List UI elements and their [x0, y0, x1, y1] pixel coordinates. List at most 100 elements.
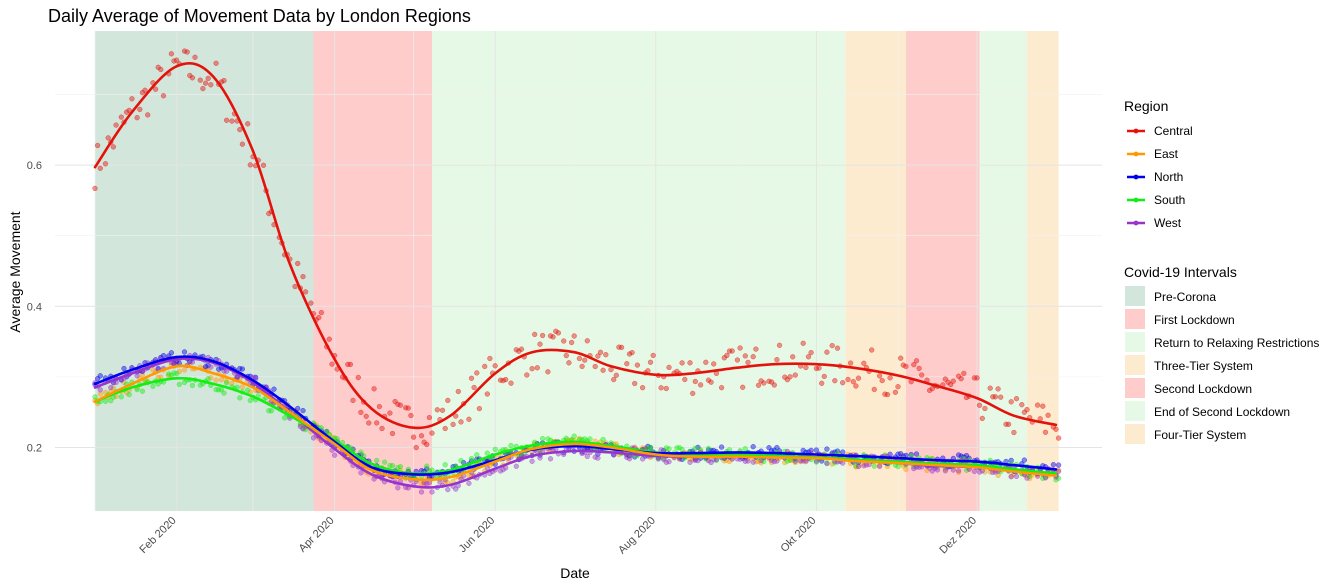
data-point-north: [168, 350, 175, 356]
data-point-central: [110, 144, 117, 150]
data-point-central: [926, 387, 933, 394]
data-point-south: [381, 459, 388, 465]
data-point-north: [955, 452, 962, 458]
data-point-central: [679, 360, 685, 366]
legend-swatch-end-of-second-lockdown: [1125, 401, 1145, 421]
data-point-central: [976, 402, 983, 408]
data-point-south: [223, 380, 230, 386]
legend-label-north: North: [1154, 170, 1183, 184]
data-point-south: [102, 398, 109, 404]
data-point-east: [995, 472, 1001, 479]
data-point-central: [740, 384, 746, 390]
data-point-west: [792, 458, 798, 464]
data-point-central: [308, 300, 314, 306]
data-point-west: [529, 458, 535, 464]
data-point-south: [139, 388, 146, 394]
data-point-central: [534, 365, 540, 371]
data-point-east: [223, 378, 230, 384]
data-point-central: [563, 352, 569, 359]
data-point-central: [1019, 402, 1025, 408]
data-point-central: [624, 361, 630, 367]
data-point-west: [513, 463, 519, 469]
grid: [55, 31, 1102, 511]
data-point-north: [160, 352, 167, 359]
data-point-central: [113, 122, 119, 128]
data-point-west: [1055, 468, 1062, 475]
data-point-west: [426, 480, 433, 486]
data-point-central: [292, 283, 298, 290]
legend-marker-central: [1133, 128, 1139, 134]
data-point-central: [439, 407, 446, 413]
data-point-south: [197, 382, 203, 388]
data-point-central: [708, 379, 714, 385]
data-point-south: [281, 415, 288, 421]
interval-band-return-to-relaxing-restrictions: [432, 31, 846, 511]
data-point-central: [524, 372, 530, 378]
data-point-north: [94, 376, 101, 382]
data-point-central: [776, 342, 783, 348]
data-point-central: [774, 357, 780, 363]
data-point-central: [555, 330, 562, 336]
data-point-central: [847, 360, 854, 366]
data-point-west: [497, 468, 504, 474]
data-point-central: [850, 379, 856, 385]
data-point-central: [629, 349, 635, 356]
data-point-central: [453, 413, 459, 419]
interval-band-four-tier-system: [1027, 31, 1059, 511]
data-point-west: [639, 456, 646, 462]
data-point-south: [216, 387, 222, 393]
legend-region: Region Central East North South West: [1124, 98, 1193, 230]
data-point-east: [213, 377, 219, 383]
data-point-central: [366, 420, 372, 426]
data-point-central: [703, 359, 709, 365]
data-point-south: [442, 462, 448, 468]
data-point-central: [884, 391, 891, 398]
data-point-west: [584, 453, 590, 460]
legend-label-south: South: [1154, 193, 1185, 207]
data-point-south: [679, 446, 685, 453]
legend-label-pre-corona: Pre-Corona: [1154, 290, 1216, 304]
data-point-central: [816, 365, 822, 371]
data-point-north: [239, 366, 246, 372]
data-point-central: [898, 355, 904, 361]
data-point-north: [824, 446, 830, 452]
data-point-central: [123, 109, 130, 115]
data-point-central: [790, 354, 796, 360]
data-point-central: [223, 117, 230, 123]
x-tick-label: Feb 2020: [137, 515, 178, 556]
data-point-central: [455, 388, 461, 395]
data-point-west: [310, 435, 317, 441]
data-point-central: [729, 348, 735, 354]
data-point-central: [579, 363, 585, 370]
data-point-central: [300, 273, 306, 280]
data-point-central: [94, 142, 101, 149]
x-tick-label: Aug 2020: [616, 515, 658, 557]
data-point-central: [202, 80, 209, 86]
data-point-east: [792, 459, 798, 466]
data-point-north: [1055, 462, 1062, 468]
data-point-central: [184, 49, 190, 55]
data-point-north: [718, 444, 725, 450]
data-point-central: [126, 107, 132, 114]
legend-marker-north: [1133, 174, 1139, 180]
data-point-south: [176, 381, 182, 388]
data-point-central: [413, 444, 419, 451]
data-point-east: [218, 377, 225, 383]
data-point-central: [302, 289, 309, 295]
data-point-west: [745, 458, 751, 464]
series-line-central: [93, 62, 1058, 430]
data-point-central: [737, 345, 743, 351]
legend-label-first-lockdown: First Lockdown: [1154, 313, 1235, 327]
data-point-central: [974, 375, 980, 381]
data-point-south: [358, 449, 364, 455]
legend-label-four-tier-system: Four-Tier System: [1154, 428, 1246, 442]
legend-label-central: Central: [1154, 124, 1193, 138]
data-point-west: [445, 486, 451, 493]
data-point-central: [568, 339, 575, 346]
interval-bands: [95, 31, 1059, 511]
data-point-west: [97, 387, 103, 393]
data-point-central: [632, 380, 638, 387]
data-point-central: [595, 353, 601, 359]
legend-marker-west: [1133, 220, 1139, 226]
